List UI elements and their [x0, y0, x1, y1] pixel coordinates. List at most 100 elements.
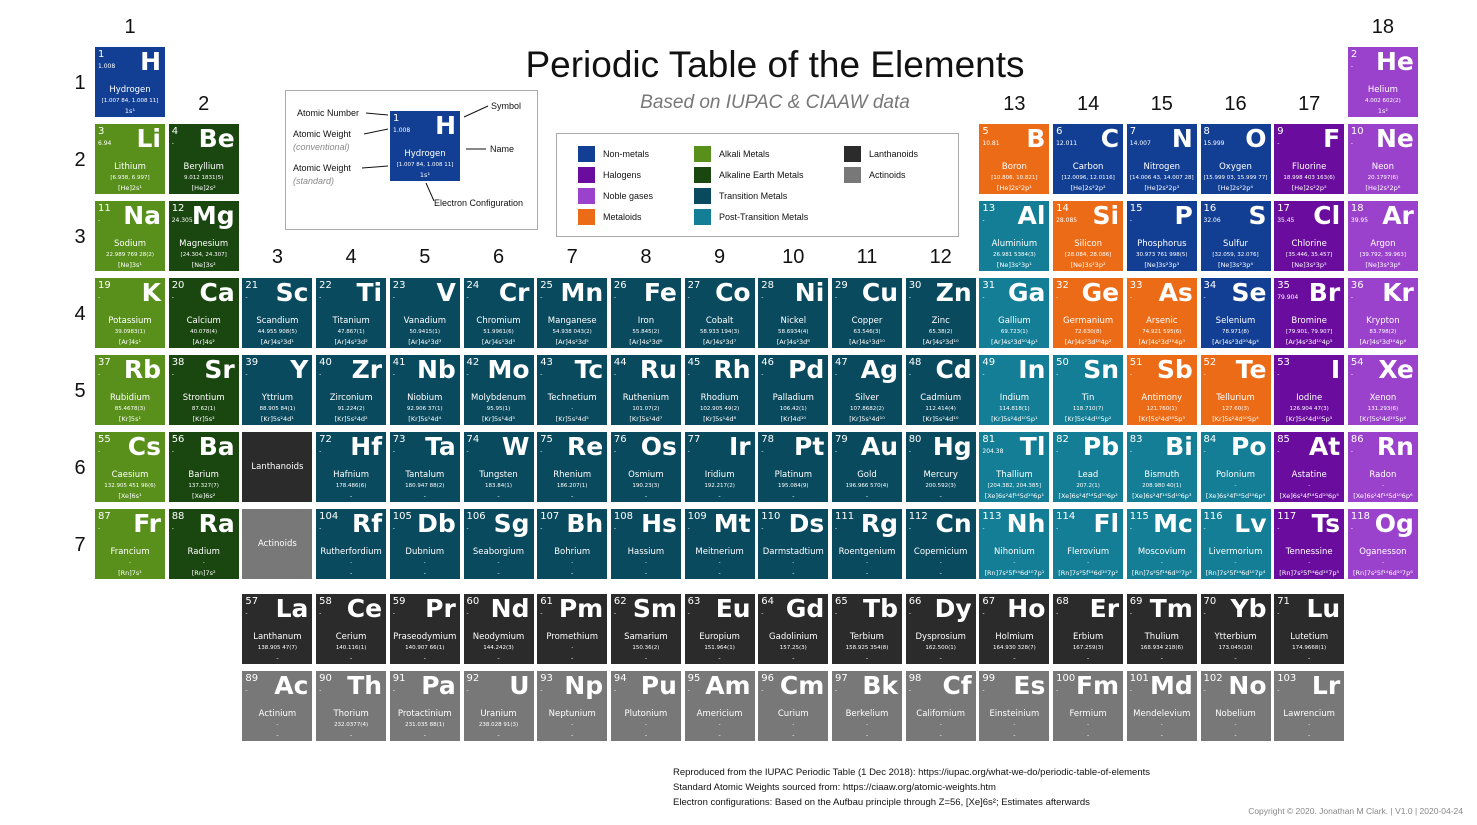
element-cell: 27 - Co Cobalt 58.933 194(3) [Ar]4s²3d⁷	[684, 278, 755, 348]
element-cell: 98 - Cf Californium - -	[905, 671, 976, 741]
element-number: 67	[982, 596, 996, 607]
element-symbol: B	[1026, 124, 1046, 153]
element-weight: 162.500(1)	[925, 645, 956, 651]
element-number: 39	[245, 357, 259, 368]
element-mass: 15.999	[1203, 140, 1225, 147]
element-mass: 24.305	[171, 217, 193, 224]
element-weight: [28.084, 28.086]	[1064, 252, 1112, 258]
element-config: -	[718, 731, 721, 739]
element-weight: 44.955 908(5)	[257, 329, 298, 335]
element-number: 9	[1277, 126, 1284, 137]
element-number: 84	[1203, 434, 1217, 445]
element-config: [Kr]5s¹4d⁷	[629, 415, 663, 423]
element-number: 109	[687, 511, 707, 522]
element-config: [Rn]7s²	[191, 569, 216, 577]
element-mass: -	[687, 525, 690, 532]
element-config: -	[718, 492, 721, 500]
element-symbol: Cm	[779, 671, 825, 700]
legend-swatch	[694, 209, 711, 225]
element-weight: 167.259(3)	[1072, 645, 1104, 651]
element-cell: 99 - Es Einsteinium - -	[979, 671, 1050, 741]
legend-swatch	[578, 188, 595, 204]
legend-label: Alkaline Earth Metals	[719, 170, 804, 180]
element-name: Osmium	[628, 470, 664, 480]
element-cell: 77 - Ir Iridium 192.217(2) -	[684, 432, 755, 502]
element-cell: 80 - Hg Mercury 200.592(3) -	[905, 432, 976, 502]
element-mass: -	[982, 371, 985, 378]
element-number: 28	[761, 280, 775, 291]
element-name: Protactinium	[397, 709, 452, 719]
category-legend: Non-metals Halogens Noble gases Metaloids Al…	[556, 133, 959, 237]
element-config: [Kr]5s²4d¹	[260, 415, 294, 423]
element-config: -	[571, 569, 574, 577]
element-number: 99	[982, 673, 996, 684]
element-config: [Kr]5s²4d¹⁰5p³	[1138, 415, 1186, 423]
element-number: 15	[1129, 203, 1143, 214]
element-name: Plutonium	[624, 709, 668, 719]
element-weight: 55.845(2)	[632, 329, 660, 335]
element-weight: -	[866, 722, 868, 728]
element-config: [Kr]5s¹4d⁵	[481, 415, 515, 423]
element-config: [Kr]5s²4d¹⁰	[922, 415, 959, 423]
element-config: -	[571, 492, 574, 500]
element-config: -	[497, 569, 500, 577]
element-name: Thorium	[333, 709, 369, 719]
element-name: Seaborgium	[472, 547, 525, 557]
element-number: 115	[1129, 511, 1149, 522]
element-weight: 174.9668(1)	[1292, 645, 1327, 651]
element-config: [He]2s²2p¹	[996, 184, 1032, 192]
element-name: Potassium	[108, 316, 152, 326]
element-number: 47	[835, 357, 848, 368]
element-cell: 23 - V Vanadium 50.9415(1) [Ar]4s²3d³	[389, 278, 460, 348]
element-mass: -	[466, 525, 469, 532]
period-label: 2	[74, 149, 86, 171]
element-symbol: Lv	[1234, 509, 1267, 538]
key-conventional-label: (conventional)	[293, 142, 350, 152]
element-config: [Ne]3s²3p⁵	[1291, 261, 1327, 269]
element-weight: [14.006 43, 14.007 28]	[1129, 175, 1194, 181]
element-mass: -	[908, 525, 911, 532]
element-mass: -	[319, 610, 322, 617]
element-number: 69	[1129, 596, 1143, 607]
legend-label: Transition Metals	[719, 191, 788, 201]
element-weight: 183.84(1)	[484, 483, 513, 489]
element-mass: -	[613, 448, 617, 455]
element-name: Neodymium	[472, 632, 525, 642]
element-name: Hassium	[627, 547, 665, 557]
element-number: 59	[392, 596, 406, 607]
element-mass: -	[761, 294, 764, 301]
element-symbol: P	[1174, 201, 1193, 230]
element-weight: -	[202, 560, 205, 566]
element-number: 64	[761, 596, 775, 607]
element-cell: 1 1.008 H Hydrogen [1.007 84, 1.008 11] 1s¹	[95, 47, 165, 117]
element-cell: 28 - Ni Nickel 58.6934(4) [Ar]4s²3d⁸	[758, 278, 829, 348]
group-label: 11	[856, 246, 878, 268]
element-number: 36	[1350, 280, 1364, 291]
element-mass: 32.06	[1203, 217, 1221, 224]
element-config: [Kr]5s²	[192, 415, 215, 423]
element-symbol: Ba	[198, 432, 235, 461]
element-cell: 107 - Bh Bohrium - -	[537, 509, 608, 579]
element-number: 66	[908, 596, 922, 607]
element-number: 85	[1277, 434, 1290, 445]
element-symbol: Es	[1013, 671, 1046, 700]
element-weight: 50.9415(1)	[409, 329, 441, 335]
element-name: Tungsten	[479, 470, 518, 480]
element-number: 86	[1350, 434, 1364, 445]
element-cell: 55 - Cs Caesium 132.905 451 96(6) [Xe]6s¹	[95, 432, 165, 502]
element-cell: 56 - Ba Barium 137.327(7) [Xe]6s²	[168, 432, 239, 502]
element-number: 54	[1350, 357, 1364, 368]
element-name: Holmium	[995, 632, 1034, 642]
element-symbol: Ar	[1382, 201, 1414, 230]
element-weight: 20.1797(6)	[1367, 175, 1399, 181]
element-name: Radium	[187, 547, 220, 557]
element-name: Neon	[1371, 162, 1394, 172]
legend-swatch	[578, 146, 595, 162]
element-weight: 95.95(1)	[486, 406, 511, 412]
element-config: [Kr]5s²4d¹⁰5p²	[1064, 415, 1112, 423]
element-weight: 85.4678(3)	[114, 406, 146, 412]
element-weight: 58.6934(4)	[778, 329, 809, 335]
element-config: -	[792, 654, 795, 662]
element-symbol: Mn	[560, 278, 604, 307]
element-mass: -	[908, 371, 911, 378]
